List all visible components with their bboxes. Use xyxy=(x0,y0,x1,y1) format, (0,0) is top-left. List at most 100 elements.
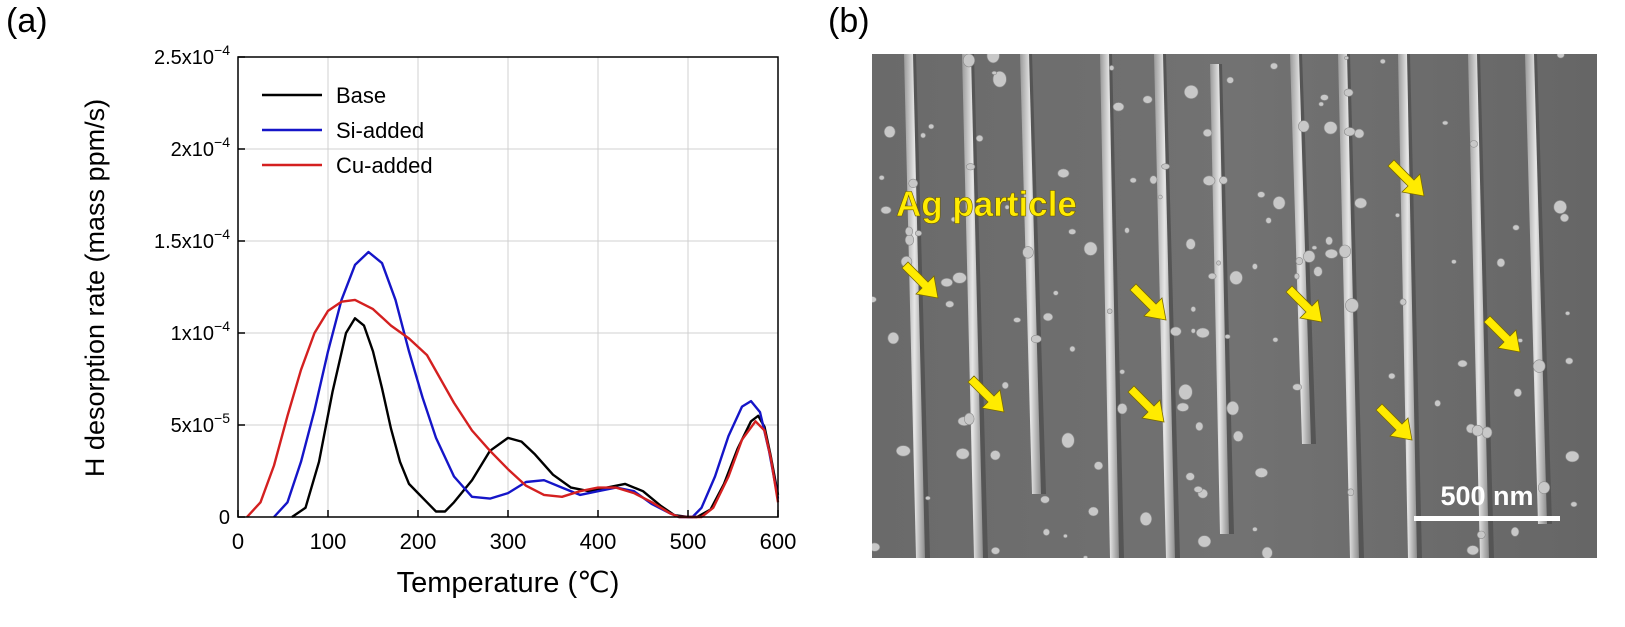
particle xyxy=(1124,227,1130,234)
particle xyxy=(1233,430,1244,442)
particle xyxy=(878,175,885,181)
particle xyxy=(1083,555,1088,558)
series-lines xyxy=(246,250,780,519)
particle xyxy=(1457,359,1468,368)
particle xyxy=(1176,402,1190,412)
particle xyxy=(1178,383,1193,400)
particle xyxy=(928,123,935,130)
particle xyxy=(1068,228,1077,235)
particle xyxy=(1257,191,1266,198)
particle xyxy=(1093,461,1104,471)
particle xyxy=(1354,197,1368,209)
particle xyxy=(1565,450,1580,463)
particle xyxy=(940,278,953,288)
arrow-icon xyxy=(1387,159,1425,197)
particle xyxy=(1083,241,1098,256)
particle xyxy=(1142,95,1153,104)
particle xyxy=(908,178,919,188)
legend: Base Si-added Cu-added xyxy=(262,83,433,178)
particle xyxy=(1466,545,1479,556)
particle xyxy=(1294,273,1300,280)
particle xyxy=(1272,196,1286,210)
arrow-icon xyxy=(1483,315,1521,353)
y-tick-label: 1x10−4 xyxy=(171,318,231,345)
particle xyxy=(1325,236,1333,246)
particle xyxy=(1053,290,1059,296)
particle xyxy=(1195,327,1210,339)
particle xyxy=(1434,399,1441,407)
particle xyxy=(1347,488,1355,497)
particle xyxy=(872,296,877,303)
particle xyxy=(991,546,1001,555)
scale-bar xyxy=(1414,516,1560,521)
sem-micrograph: Ag particle 500 nm xyxy=(872,54,1597,558)
particle xyxy=(1320,94,1329,101)
series-line-si-added xyxy=(273,250,780,519)
particle xyxy=(1251,263,1258,270)
x-axis-title: Temperature (℃) xyxy=(397,567,620,599)
particle xyxy=(975,134,984,142)
particle xyxy=(1537,481,1550,494)
x-tick-label: 400 xyxy=(580,529,617,554)
y-tick-label: 0 xyxy=(219,507,230,529)
nanowire xyxy=(1290,54,1311,444)
particle xyxy=(1345,298,1359,313)
particle xyxy=(1252,526,1258,532)
arrow-icon xyxy=(967,375,1005,413)
particle xyxy=(1229,270,1243,285)
particle xyxy=(950,216,957,222)
particle xyxy=(1185,472,1195,481)
nanowire xyxy=(1020,54,1041,494)
panel-b-label: (b) xyxy=(828,2,870,40)
particle xyxy=(1170,326,1182,337)
particle xyxy=(1195,421,1204,432)
particle xyxy=(1261,546,1273,558)
particle xyxy=(1226,401,1239,416)
particle xyxy=(1112,102,1125,112)
particle xyxy=(1303,250,1316,263)
particle xyxy=(1565,357,1574,365)
particle xyxy=(1292,383,1303,391)
x-tick-label: 0 xyxy=(232,529,244,554)
arrow-icon xyxy=(1375,403,1413,441)
nanowire xyxy=(1154,54,1175,558)
panel-a-label: (a) xyxy=(6,2,48,40)
particle xyxy=(904,226,913,237)
particle xyxy=(955,448,970,460)
particle xyxy=(1013,317,1021,323)
particle xyxy=(1343,88,1354,97)
particle xyxy=(1109,65,1115,71)
particle xyxy=(1379,58,1386,65)
particle xyxy=(990,450,1001,461)
particle xyxy=(1088,506,1099,517)
series-line-cu-added xyxy=(246,298,780,519)
x-tick-label: 500 xyxy=(670,529,707,554)
particle xyxy=(1139,511,1153,526)
particle xyxy=(945,300,955,308)
particle xyxy=(1471,424,1484,437)
particle xyxy=(1298,120,1310,133)
particle xyxy=(914,230,922,237)
particle xyxy=(1496,258,1506,268)
legend-label: Si-added xyxy=(336,118,424,143)
x-tick-label: 200 xyxy=(400,529,437,554)
nanowire xyxy=(1525,54,1547,524)
particle xyxy=(1129,177,1137,184)
particle xyxy=(872,542,881,552)
particle xyxy=(1224,334,1231,339)
particle xyxy=(895,445,911,457)
particle xyxy=(1061,432,1075,449)
particle xyxy=(1216,260,1221,266)
particle xyxy=(1313,266,1323,277)
particle xyxy=(1022,246,1034,259)
particle xyxy=(1040,495,1050,504)
y-tick-label: 5x10−5 xyxy=(171,410,231,437)
particle xyxy=(1157,194,1163,200)
particle xyxy=(1190,328,1196,334)
particle xyxy=(1265,217,1272,224)
particle xyxy=(1510,526,1520,537)
particle xyxy=(1184,84,1199,99)
particle xyxy=(887,332,900,345)
particle xyxy=(1226,76,1234,84)
particle xyxy=(1219,176,1228,185)
